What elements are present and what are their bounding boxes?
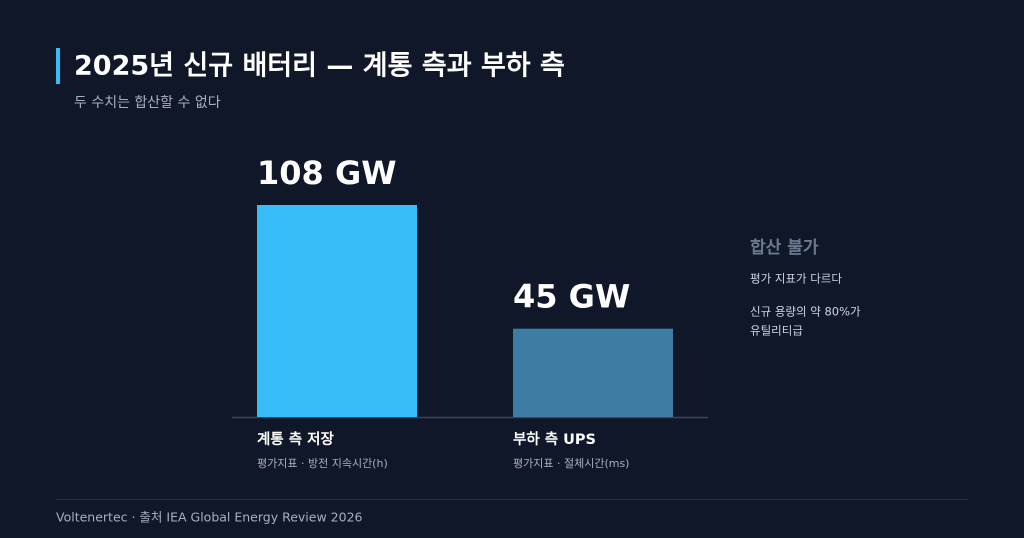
- chart-title: 2025년 신규 배터리 — 계통 측과 부하 측: [74, 51, 565, 82]
- annotation-line: 평가 지표가 다르다: [750, 272, 842, 286]
- bar: [513, 328, 673, 417]
- value-label: 45 GW: [513, 278, 630, 316]
- category-note: 평가지표 · 절체시간(ms): [513, 457, 629, 470]
- title-accent: [56, 48, 60, 84]
- value-label: 108 GW: [257, 154, 397, 192]
- category-note: 평가지표 · 방전 지속시간(h): [257, 457, 388, 470]
- annotation-title: 합산 불가: [750, 237, 819, 258]
- category-label: 계통 측 저장: [257, 430, 334, 448]
- annotation-line: 유틸리티급: [750, 324, 803, 338]
- annotation-line: 신규 용량의 약 80%가: [750, 305, 861, 319]
- source: Voltenertec · 출처 IEA Global Energy Revie…: [56, 510, 363, 525]
- category-label: 부하 측 UPS: [513, 431, 596, 448]
- chart-subtitle: 두 수치는 합산할 수 없다: [74, 95, 221, 111]
- bar: [257, 204, 417, 417]
